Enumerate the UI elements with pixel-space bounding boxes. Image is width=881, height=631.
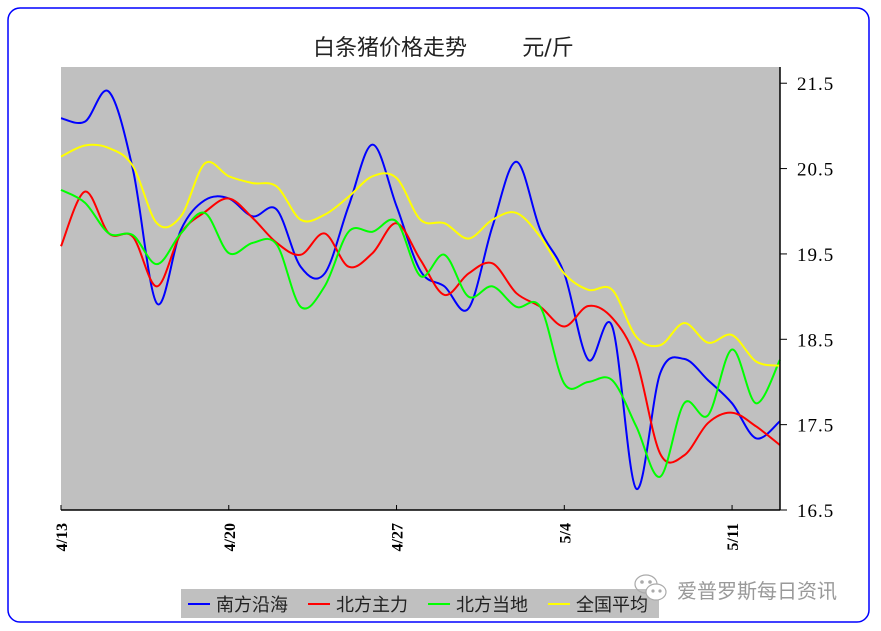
legend-label-0: 南方沿海 [216,595,288,616]
series-layer [60,89,781,490]
chart-unit: 元/斤 [522,36,573,61]
chart-title: 白条猪价格走势 [313,36,467,61]
y-tick-label: 16.5 [797,501,834,522]
watermark-text: 爱普罗斯每日资讯 [677,579,837,603]
y-tick-label: 18.5 [797,330,834,351]
legend-label-2: 北方当地 [456,595,528,616]
y-tick-label: 17.5 [797,416,834,437]
y-tick-label: 21.5 [797,74,834,95]
legend-label-1: 北方主力 [336,595,408,616]
series-line-3 [60,143,781,367]
x-tick-label: 4/13 [54,523,71,551]
y-tick-label: 20.5 [797,160,834,181]
plot-area [61,67,780,510]
watermark: 爱普罗斯每日资讯 [634,574,837,603]
series-line-2 [60,189,781,478]
x-tick-label: 4/27 [390,523,407,551]
wechat-icon [634,574,667,601]
legend [181,589,659,618]
legend-items: 南方沿海 北方主力 北方当地 全国平均 [188,595,648,616]
y-tick-label: 19.5 [797,245,834,266]
legend-label-3: 全国平均 [576,595,648,616]
x-ticks: 4/13 4/20 4/27 5/4 5/11 [54,505,742,551]
x-tick-label: 5/11 [725,523,742,551]
x-tick-label: 4/20 [222,523,239,551]
x-tick-label: 5/4 [557,523,574,543]
y-ticks: 21.5 20.5 19.5 18.5 17.5 16.5 [780,74,834,522]
